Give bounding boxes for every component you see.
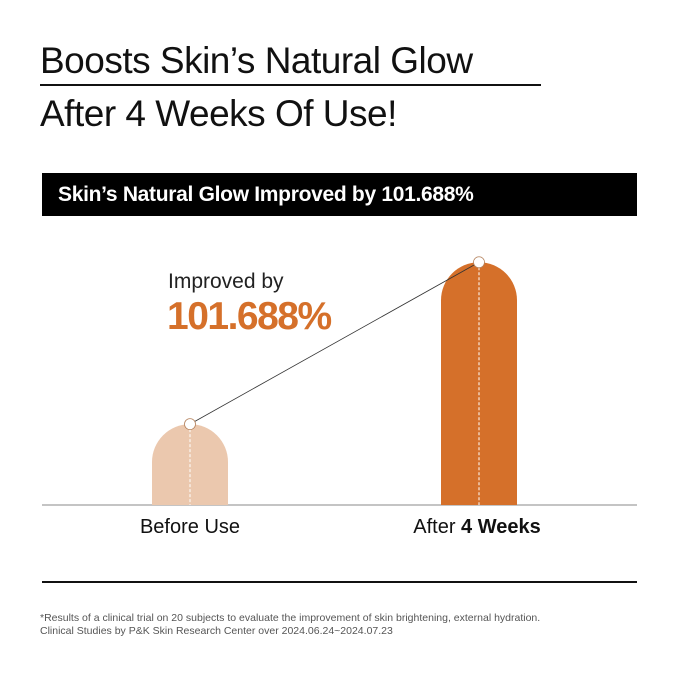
data-point-2 — [473, 256, 485, 269]
data-point-1 — [184, 418, 196, 430]
divider — [42, 581, 637, 583]
trend-line — [189, 261, 480, 425]
headline-line-2: After 4 Weeks Of Use! — [40, 93, 397, 134]
footnote-2: Clinical Studies by P&K Skin Research Ce… — [40, 625, 393, 637]
headline-underline — [40, 84, 541, 86]
improvement-label: Improved by — [168, 270, 284, 293]
category-label-before: Before Use — [139, 516, 241, 538]
category-label-after: After 4 Weeks — [413, 516, 541, 538]
headline-line-1: Boosts Skin’s Natural Glow — [40, 40, 473, 81]
footnote-1: *Results of a clinical trial on 20 subje… — [40, 612, 541, 624]
result-banner: Skin’s Natural Glow Improved by 101.688% — [42, 173, 637, 216]
improvement-value: 101.688% — [167, 295, 332, 338]
